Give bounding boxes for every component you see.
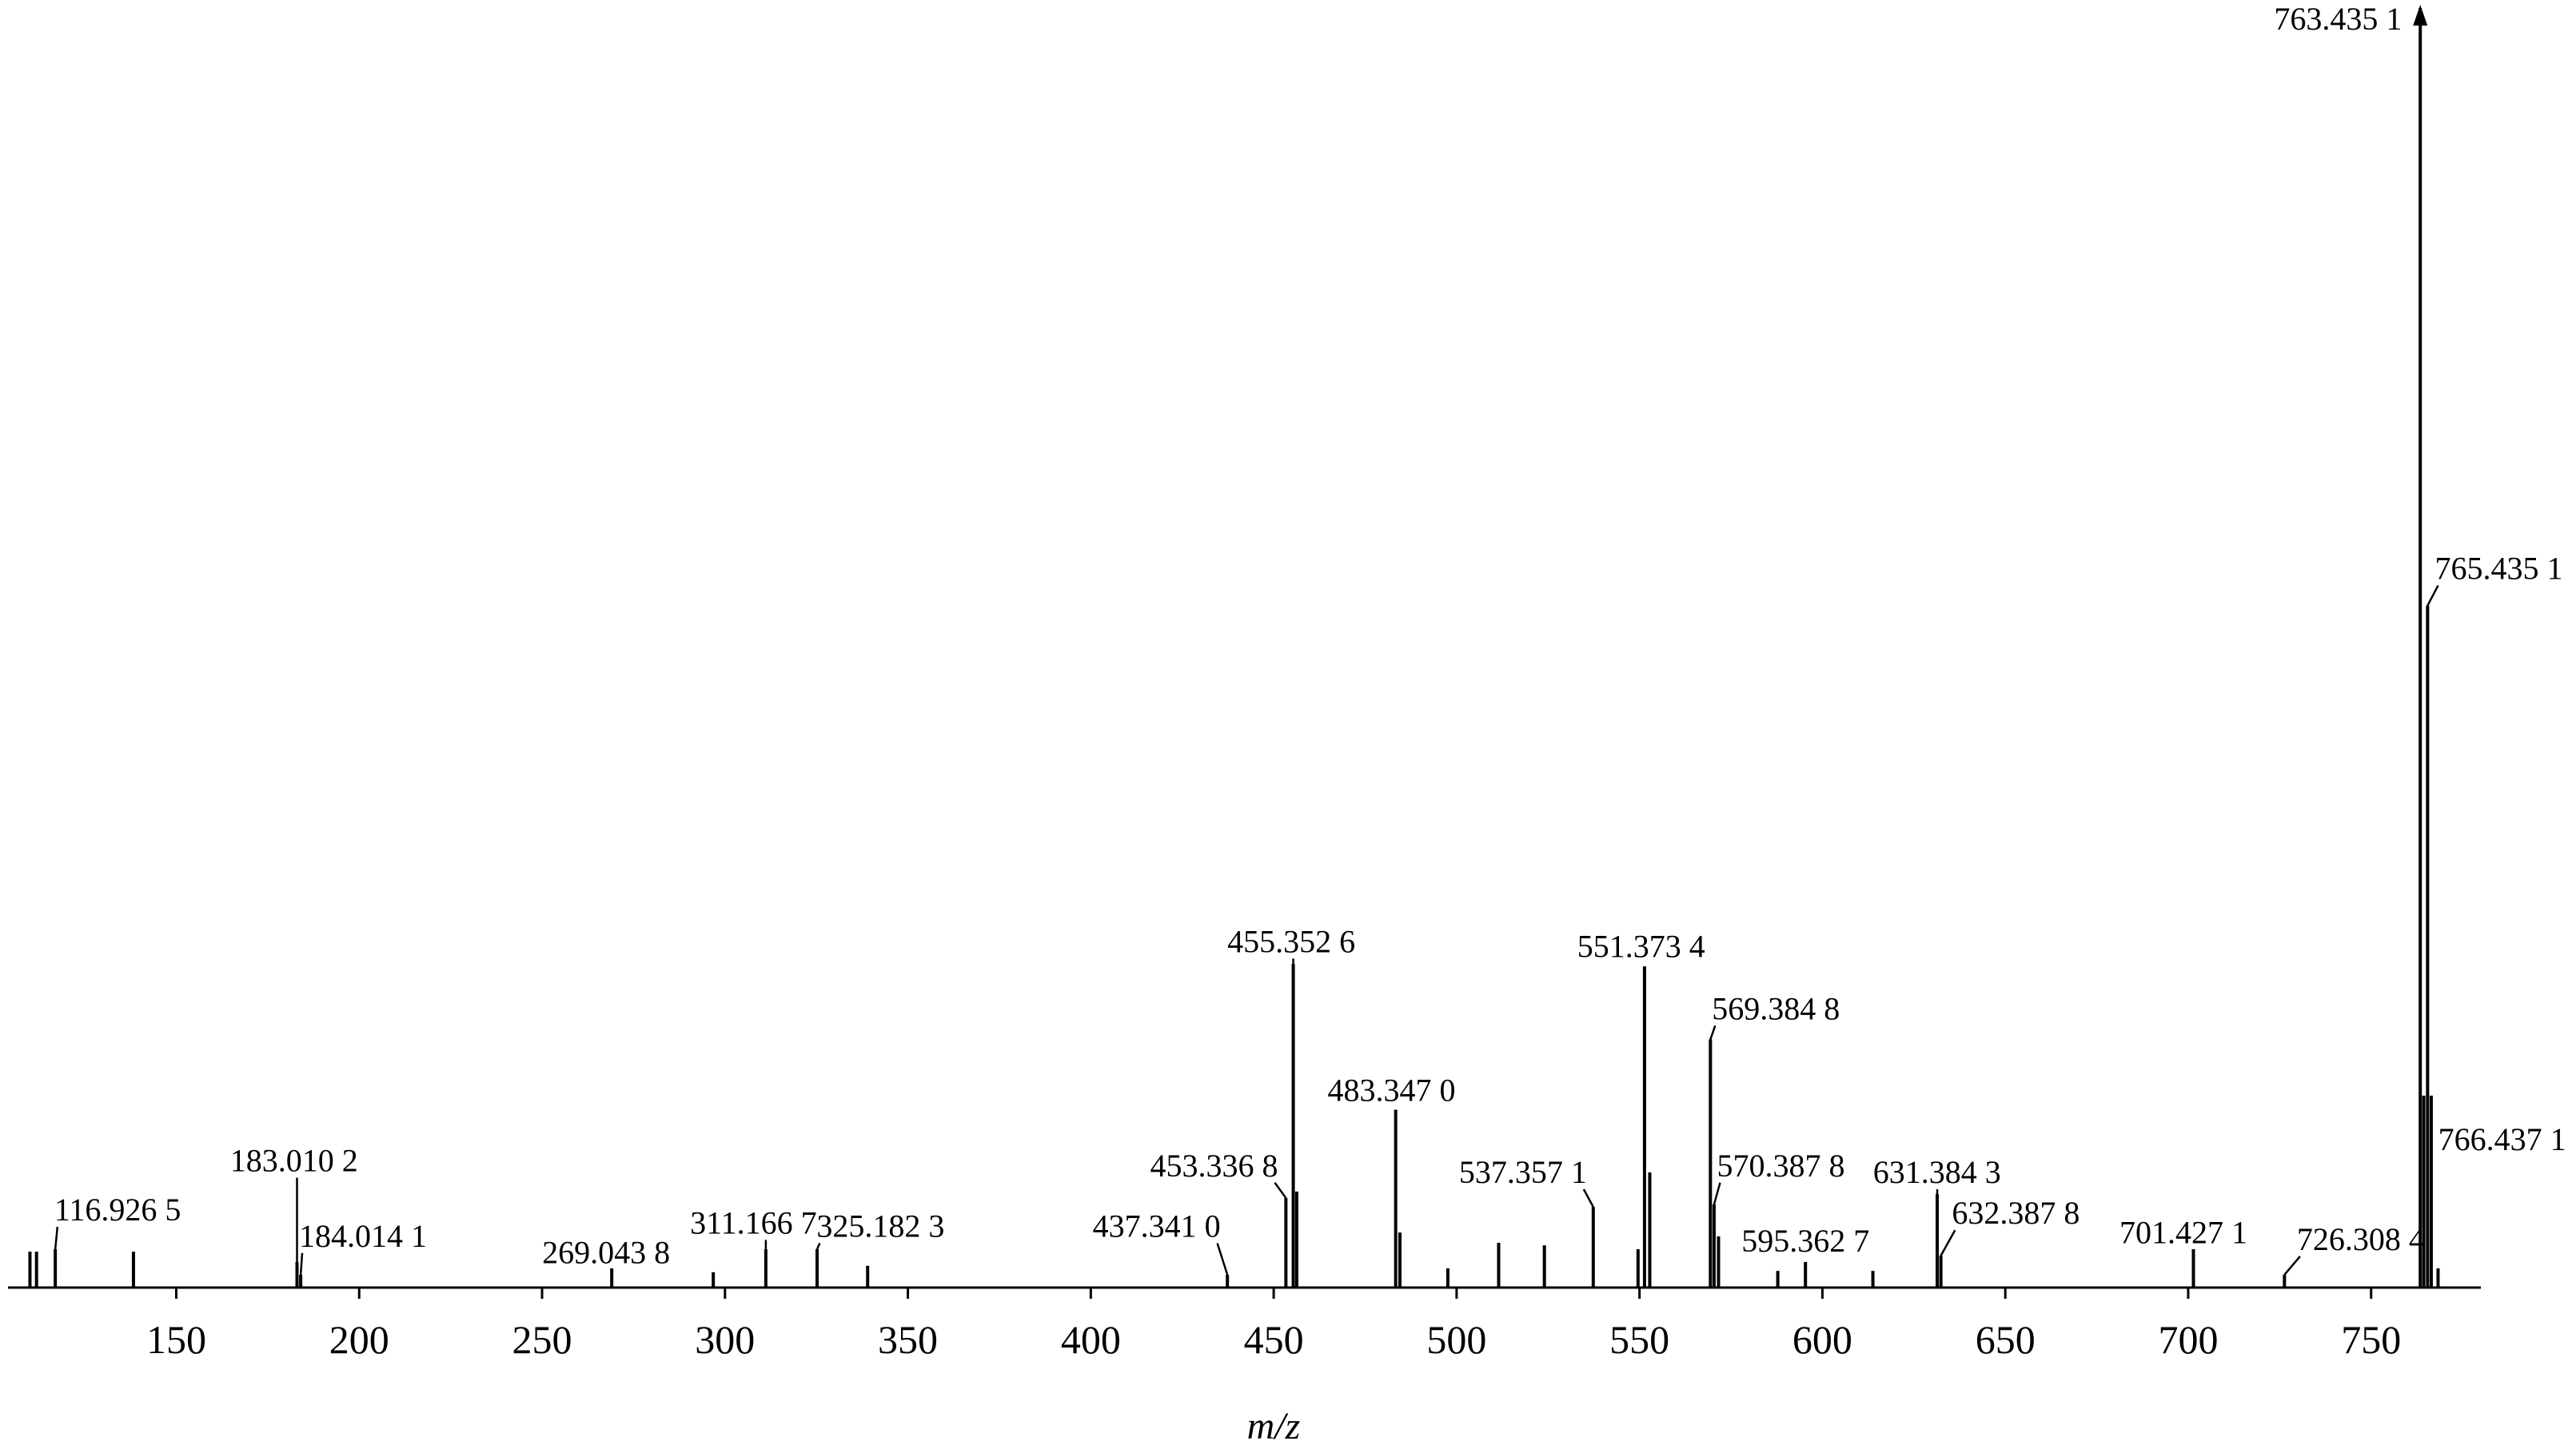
leader-line <box>1940 1229 1956 1256</box>
x-tick-label: 750 <box>2341 1317 2401 1362</box>
peak-label: 551.373 4 <box>1577 928 1705 964</box>
peak-label: 269.043 8 <box>542 1234 670 1270</box>
peak-label: 765.435 1 <box>2435 551 2563 587</box>
x-tick-label: 250 <box>512 1317 572 1362</box>
peak-label: 483.347 0 <box>1327 1073 1455 1109</box>
leader-line <box>54 1226 59 1250</box>
leader-line <box>1709 1025 1717 1040</box>
leader-line <box>815 1243 821 1250</box>
leader-line <box>1216 1243 1229 1276</box>
x-tick-label: 600 <box>1792 1317 1852 1362</box>
leader-line <box>1713 1182 1721 1205</box>
peak-label: 763.435 1 <box>2274 1 2402 37</box>
peak-label: 595.362 7 <box>1741 1223 1869 1259</box>
x-tick-label: 200 <box>329 1317 389 1362</box>
x-tick-label: 400 <box>1061 1317 1121 1362</box>
x-tick-label: 650 <box>1976 1317 2036 1362</box>
x-tick-label: 700 <box>2158 1317 2218 1362</box>
peak-label: 453.336 8 <box>1150 1148 1278 1184</box>
peak-label: 569.384 8 <box>1712 990 1840 1026</box>
x-tick-label: 300 <box>695 1317 755 1362</box>
peak-label: 726.308 4 <box>2297 1221 2425 1257</box>
peak-label: 184.014 1 <box>299 1218 427 1254</box>
peak-label: 325.182 3 <box>816 1208 944 1244</box>
peak-label: 570.387 8 <box>1717 1148 1844 1184</box>
x-tick-label: 500 <box>1426 1317 1486 1362</box>
peak-label: 701.427 1 <box>2119 1215 2247 1251</box>
peak-label: 631.384 3 <box>1873 1154 2001 1190</box>
peak-arrow <box>2413 5 2428 26</box>
x-tick-label: 150 <box>146 1317 206 1362</box>
leader-line <box>1274 1182 1287 1199</box>
leader-line <box>2283 1256 2301 1276</box>
peak-label: 632.387 8 <box>1952 1195 2080 1231</box>
peak-label: 537.357 1 <box>1459 1154 1587 1190</box>
leader-line <box>2426 585 2439 607</box>
peak-label: 183.010 2 <box>230 1143 358 1179</box>
x-tick-label: 350 <box>878 1317 938 1362</box>
x-tick-label: 550 <box>1609 1317 1669 1362</box>
x-axis-title: m/z <box>1247 1405 1301 1447</box>
leader-line <box>299 1252 304 1276</box>
peak-label: 455.352 6 <box>1227 923 1355 959</box>
peak-label: 116.926 5 <box>54 1192 181 1228</box>
x-tick-label: 450 <box>1244 1317 1304 1362</box>
peak-label: 766.437 1 <box>2438 1121 2566 1157</box>
leader-line <box>1582 1188 1594 1208</box>
peak-label: 437.341 0 <box>1093 1208 1221 1244</box>
peak-label: 311.166 7 <box>690 1204 817 1240</box>
